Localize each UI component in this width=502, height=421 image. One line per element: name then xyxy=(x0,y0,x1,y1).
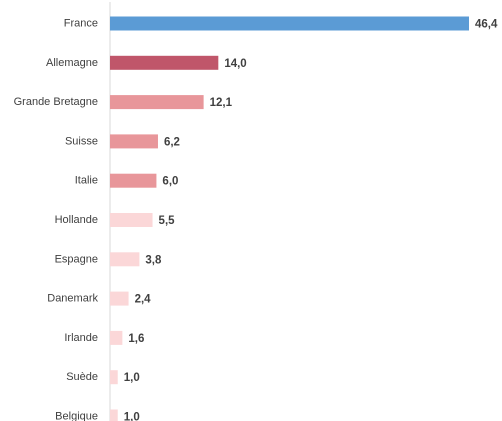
value-label: 1,0 xyxy=(124,372,140,384)
category-label: Hollande xyxy=(55,214,98,226)
category-label: Belgique xyxy=(55,411,98,421)
bar xyxy=(110,370,118,385)
category-label: Grande Bretagne xyxy=(14,96,98,108)
value-label: 46,4 xyxy=(475,19,498,31)
category-label: Danemark xyxy=(47,293,98,305)
value-label: 6,2 xyxy=(164,136,180,148)
category-label: Espagne xyxy=(55,253,98,265)
value-label: 3,8 xyxy=(145,254,162,266)
category-label: Allemagne xyxy=(46,57,98,69)
value-label: 1,0 xyxy=(124,412,140,421)
value-label: 14,0 xyxy=(224,58,246,70)
bar xyxy=(110,173,157,188)
value-label: 2,4 xyxy=(135,294,152,306)
value-label: 1,6 xyxy=(128,333,144,345)
category-label: Suède xyxy=(66,371,98,383)
value-label: 5,5 xyxy=(159,215,176,227)
bar xyxy=(110,409,118,421)
bar xyxy=(110,291,129,306)
bar xyxy=(110,134,158,149)
value-label: 6,0 xyxy=(162,176,178,188)
category-label: Irlande xyxy=(64,332,98,344)
bar xyxy=(110,330,123,345)
bar xyxy=(110,252,140,267)
bar xyxy=(110,16,469,31)
category-label: Suisse xyxy=(65,135,98,147)
value-label: 12,1 xyxy=(210,97,233,109)
category-label: Italie xyxy=(75,175,98,187)
category-label: France xyxy=(64,18,98,30)
bar xyxy=(110,55,219,70)
bar xyxy=(110,213,153,227)
bar xyxy=(110,95,204,110)
